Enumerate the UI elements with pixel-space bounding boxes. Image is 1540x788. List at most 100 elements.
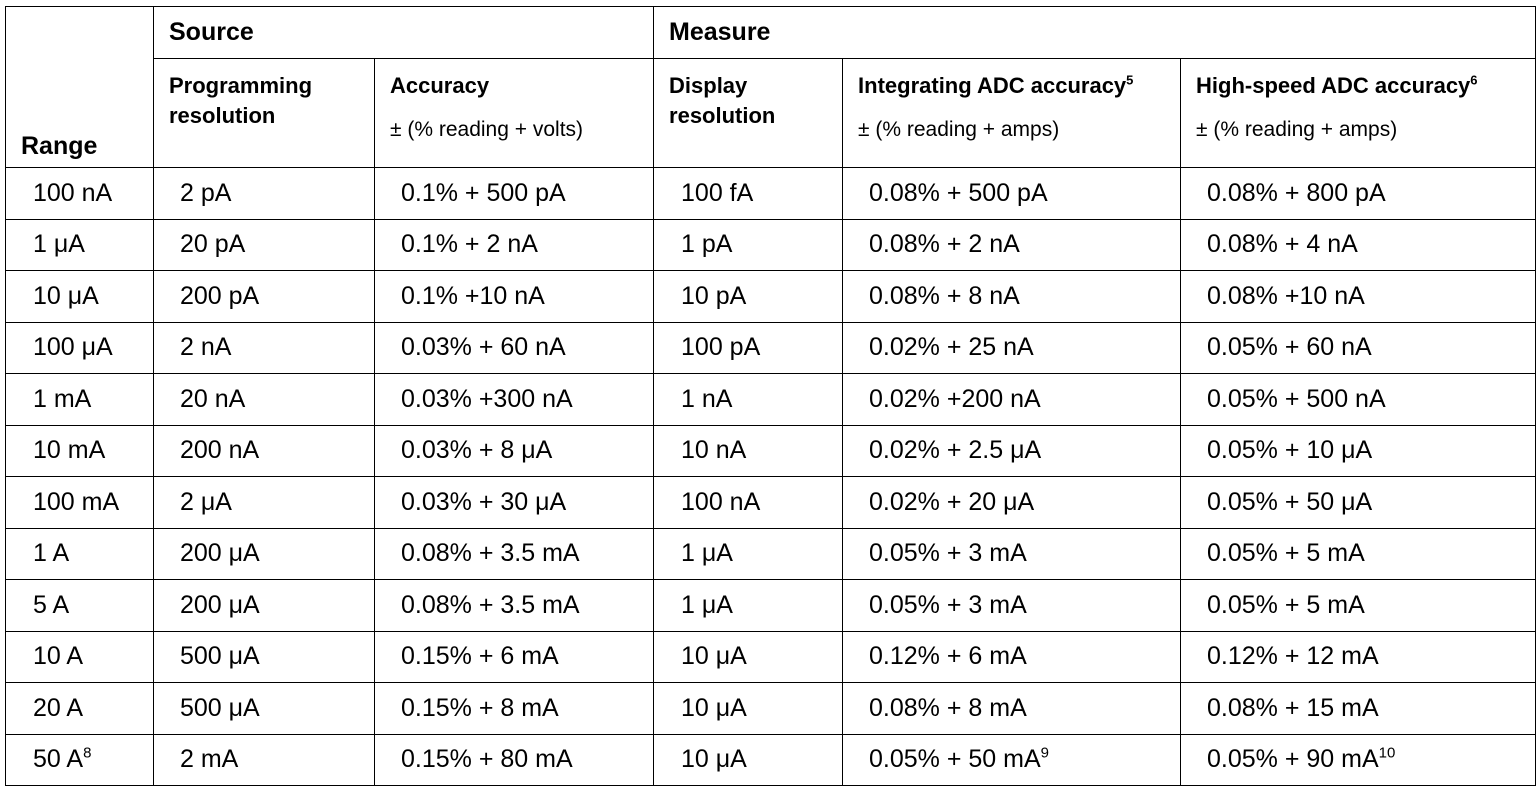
integrating-adc-cell-value: 0.08% + 8 nA (869, 281, 1020, 310)
integrating-adc-cell-value: 0.05% + 3 mA (869, 539, 1027, 568)
range-cell: 10 A (5, 630, 154, 683)
accuracy-cell-value: 0.03% + 30 μA (401, 487, 567, 516)
accuracy-cell-value: 0.08% + 3.5 mA (401, 539, 580, 568)
high-speed-adc-cell: 0.08% + 4 nA (1180, 218, 1537, 271)
programming-resolution-cell-value: 200 μA (180, 539, 260, 568)
table-row: 100 nA 2 pA 0.1% + 500 pA 100 fA 0.08% + 500… (5, 167, 1537, 220)
high-speed-adc-cell: 0.12% + 12 mA (1180, 630, 1537, 683)
accuracy-cell-value: 0.1% + 2 nA (401, 230, 538, 259)
programming-resolution-label: Programming resolution (169, 73, 313, 128)
range-cell: 1 μA (5, 218, 154, 271)
range-cell: 10 mA (5, 424, 154, 477)
display-resolution-cell: 10 μA (653, 682, 844, 735)
display-resolution-cell-value: 10 μA (681, 642, 747, 671)
high-speed-adc-label: High-speed ADC accuracy (1196, 73, 1471, 98)
range-cell: 5 A (5, 579, 154, 632)
accuracy-cell-value: 0.1% + 500 pA (401, 178, 566, 207)
high-speed-adc-cell: 0.08% + 800 pA (1180, 167, 1537, 220)
accuracy-label: Accuracy (390, 73, 490, 98)
range-header: Range (5, 6, 154, 168)
high-speed-adc-cell: 0.05% + 10 μA (1180, 424, 1537, 477)
range-cell-value: 1 μA (33, 230, 85, 259)
programming-resolution-cell: 2 pA (153, 167, 375, 220)
integrating-adc-cell-value: 0.02% +200 nA (869, 384, 1041, 413)
display-resolution-cell-value: 100 fA (681, 178, 754, 207)
high-speed-adc-cell-value: 0.05% + 500 nA (1207, 384, 1386, 413)
accuracy-cell-value: 0.03% + 60 nA (401, 333, 566, 362)
range-cell: 1 A (5, 527, 154, 580)
programming-resolution-cell-value: 200 μA (180, 590, 260, 619)
display-resolution-cell-value: 100 nA (681, 487, 761, 516)
high-speed-adc-cell: 0.08% +10 nA (1180, 270, 1537, 323)
programming-resolution-cell: 2 mA (153, 733, 375, 786)
accuracy-cell: 0.03% +300 nA (373, 373, 655, 426)
integrating-adc-cell: 0.02% + 20 μA (842, 476, 1182, 529)
range-cell-value: 5 A (33, 590, 70, 619)
high-speed-adc-cell: 0.05% + 60 nA (1180, 321, 1537, 374)
integrating-adc-cell: 0.05% + 3 mA (842, 579, 1182, 632)
range-cell-value: 10 mA (33, 436, 106, 465)
display-resolution-cell: 1 μA (653, 527, 844, 580)
programming-resolution-cell-value: 2 mA (180, 745, 239, 774)
table-row: 1 mA 20 nA 0.03% +300 nA 1 nA 0.02% +200 nA 0… (5, 373, 1537, 426)
integrating-adc-cell-value: 0.08% + 2 nA (869, 230, 1020, 259)
accuracy-cell: 0.03% + 30 μA (373, 476, 655, 529)
integrating-adc-cell-value: 0.02% + 20 μA (869, 487, 1035, 516)
integrating-adc-title: Integrating ADC accuracy5 (858, 71, 1180, 101)
integrating-adc-header: Integrating ADC accuracy5 ± (% reading +… (842, 58, 1182, 168)
integrating-adc-cell: 0.08% + 8 mA (842, 682, 1182, 735)
display-resolution-cell-value: 1 μA (681, 590, 733, 619)
accuracy-cell-value: 0.15% + 6 mA (401, 642, 559, 671)
range-cell: 100 mA (5, 476, 154, 529)
accuracy-unit: ± (% reading + volts) (390, 118, 584, 141)
table-row: 10 mA 200 nA 0.03% + 8 μA 10 nA 0.02% + 2.5 … (5, 424, 1537, 477)
range-cell: 100 nA (5, 167, 154, 220)
programming-resolution-cell-value: 2 μA (180, 487, 232, 516)
table-row: 10 μA 200 pA 0.1% +10 nA 10 pA 0.08% + 8 nA 0… (5, 270, 1537, 323)
integrating-adc-cell: 0.08% + 8 nA (842, 270, 1182, 323)
programming-resolution-cell: 500 μA (153, 630, 375, 683)
integrating-adc-cell-value: 0.05% + 50 mA (869, 745, 1041, 774)
accuracy-cell: 0.15% + 8 mA (373, 682, 655, 735)
high-speed-adc-footnote: 6 (1470, 72, 1478, 88)
table-row: 100 mA 2 μA 0.03% + 30 μA 100 nA 0.02% + 20 … (5, 476, 1537, 529)
table-row: 10 A 500 μA 0.15% + 6 mA 10 μA 0.12% + 6 mA 0… (5, 630, 1537, 683)
high-speed-adc-cell: 0.08% + 15 mA (1180, 682, 1537, 735)
source-header: Source (152, 6, 655, 59)
range-cell-footnote: 8 (83, 744, 92, 762)
accuracy-cell: 0.1% + 500 pA (373, 167, 655, 220)
programming-resolution-cell-value: 20 nA (180, 384, 246, 413)
programming-resolution-cell: 2 nA (153, 321, 375, 374)
integrating-adc-cell-value: 0.05% + 3 mA (869, 590, 1027, 619)
range-cell-value: 1 A (33, 539, 70, 568)
table-row: 5 A 200 μA 0.08% + 3.5 mA 1 μA 0.05% + 3 mA 0… (5, 579, 1537, 632)
range-cell-value: 100 μA (33, 333, 113, 362)
programming-resolution-cell: 500 μA (153, 682, 375, 735)
programming-resolution-header: Programming resolution (153, 58, 375, 168)
range-cell: 50 A8 (5, 733, 154, 786)
display-resolution-cell-value: 1 pA (681, 230, 733, 259)
table-row: 1 A 200 μA 0.08% + 3.5 mA 1 μA 0.05% + 3 mA 0… (5, 527, 1537, 580)
accuracy-cell-value: 0.15% + 80 mA (401, 745, 573, 774)
programming-resolution-cell-value: 200 nA (180, 436, 260, 465)
programming-resolution-cell-value: 500 μA (180, 693, 260, 722)
accuracy-cell: 0.08% + 3.5 mA (373, 527, 655, 580)
display-resolution-cell: 1 nA (653, 373, 844, 426)
integrating-adc-cell-footnote: 9 (1040, 744, 1049, 762)
table-row: 1 μA 20 pA 0.1% + 2 nA 1 pA 0.08% + 2 nA 0.08… (5, 218, 1537, 271)
accuracy-header: Accuracy ± (% reading + volts) (373, 58, 655, 168)
programming-resolution-cell: 200 nA (153, 424, 375, 477)
high-speed-adc-title: High-speed ADC accuracy6 (1196, 71, 1535, 101)
display-resolution-cell-value: 100 pA (681, 333, 761, 362)
high-speed-adc-cell-value: 0.12% + 12 mA (1207, 642, 1379, 671)
range-cell-value: 50 A (33, 745, 84, 774)
accuracy-cell: 0.1% + 2 nA (373, 218, 655, 271)
display-resolution-cell-value: 10 μA (681, 693, 747, 722)
accuracy-cell: 0.15% + 80 mA (373, 733, 655, 786)
integrating-adc-cell: 0.08% + 2 nA (842, 218, 1182, 271)
integrating-adc-footnote: 5 (1126, 72, 1134, 88)
high-speed-adc-cell: 0.05% + 50 μA (1180, 476, 1537, 529)
range-cell: 10 μA (5, 270, 154, 323)
range-cell-value: 20 A (33, 693, 84, 722)
accuracy-cell-value: 0.03% +300 nA (401, 384, 573, 413)
